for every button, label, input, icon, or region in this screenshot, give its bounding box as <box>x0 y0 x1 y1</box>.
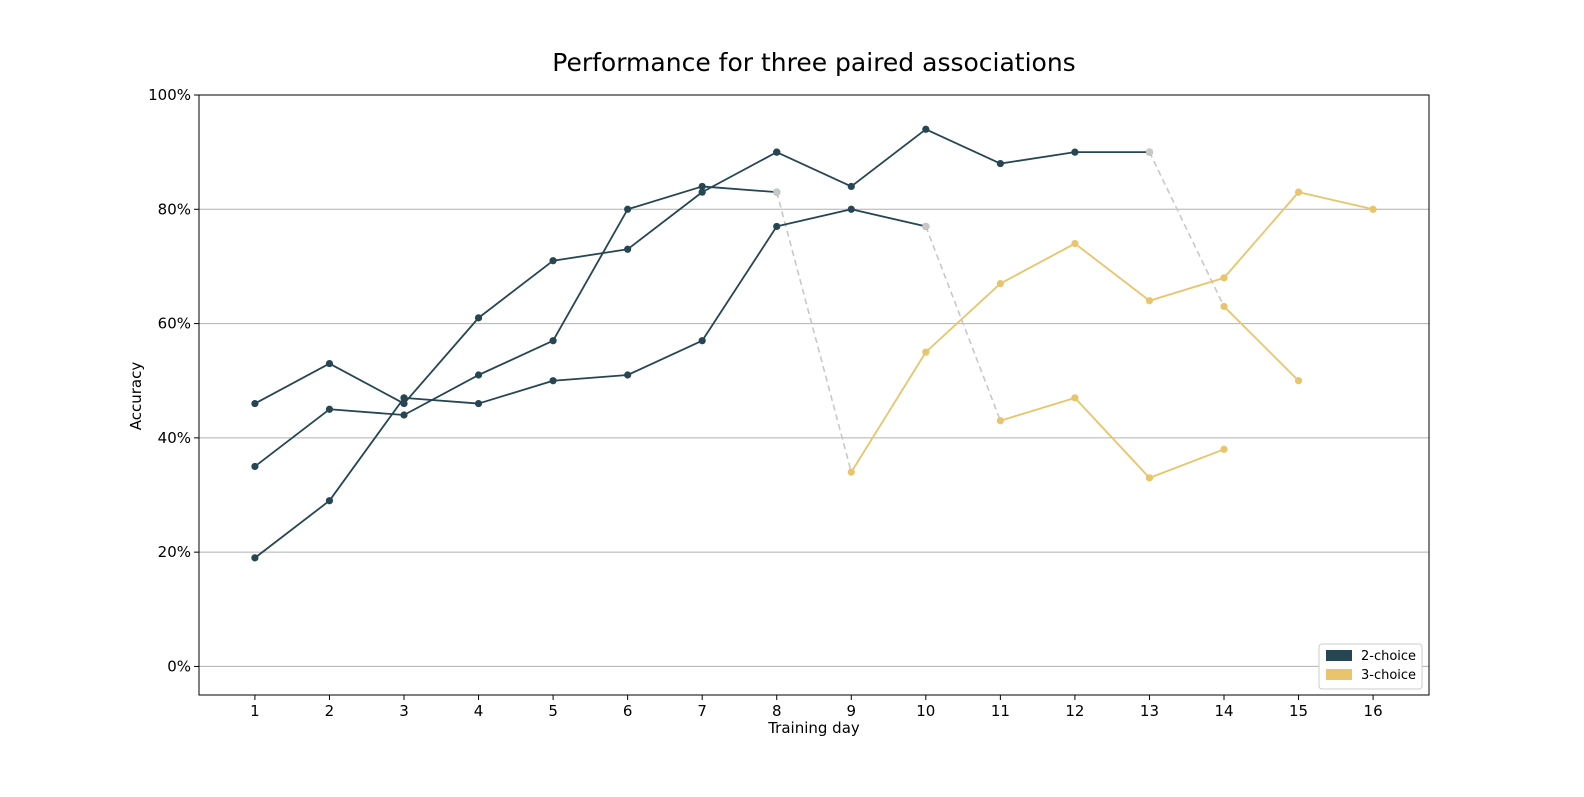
y-tick-label-3: 60% <box>158 315 191 333</box>
y-tick-label-2: 40% <box>158 429 191 447</box>
series-0-point-3 <box>474 314 483 322</box>
series-1-point-1 <box>325 405 334 413</box>
series-3-point-3 <box>996 159 1004 168</box>
series-5-point-2 <box>1145 474 1154 482</box>
legend-label-3-choice: 3-choice <box>1361 668 1416 683</box>
series-3-point-2 <box>922 125 930 133</box>
series-lines <box>254 128 1374 559</box>
legend: 2-choice 3-choice <box>1318 643 1423 690</box>
y-tick-label-0: 0% <box>167 657 191 675</box>
series-2-point-5 <box>624 371 632 379</box>
x-tick-label-15: 16 <box>1364 702 1383 720</box>
y-tick-label-4: 80% <box>158 200 191 218</box>
series-2-point-1 <box>325 497 334 505</box>
transition-line-1 <box>925 226 1002 422</box>
series-line-4 <box>850 191 1374 473</box>
x-tick-label-3: 4 <box>474 702 484 720</box>
legend-swatch-3-choice <box>1326 669 1352 680</box>
series-5-point-0 <box>996 417 1004 425</box>
x-tick-label-2: 3 <box>399 702 409 720</box>
series-2-point-8 <box>847 205 855 213</box>
series-markers <box>251 125 1377 562</box>
x-axis-label: Training day <box>767 719 860 737</box>
series-2-point-3 <box>474 399 483 408</box>
series-1-point-2 <box>400 411 408 419</box>
series-2-point-7 <box>773 222 781 231</box>
series-4-point-6 <box>1294 188 1303 196</box>
series-0-point-4 <box>549 257 557 265</box>
series-4-point-7 <box>1369 205 1377 213</box>
x-tick-label-1: 2 <box>325 702 335 720</box>
series-6-point-1 <box>1294 377 1303 385</box>
series-0-point-0 <box>251 399 259 408</box>
grid-lines <box>199 94 1429 667</box>
y-tick-label-5: 100% <box>148 86 191 104</box>
series-line-6 <box>1223 305 1300 382</box>
series-2-point-2 <box>400 394 408 402</box>
series-0-point-5 <box>624 245 632 253</box>
series-1-point-0 <box>251 462 259 471</box>
series-3-point-1 <box>847 182 855 191</box>
series-0-point-6 <box>698 188 706 196</box>
series-0-point-2 <box>400 399 408 408</box>
y-axis-ticks: 0% 20% 40% 60% 80% 100% <box>148 86 199 675</box>
series-2-point-6 <box>698 337 706 345</box>
x-tick-label-12: 13 <box>1140 702 1159 720</box>
series-line-0 <box>254 151 778 405</box>
series-0-point-1 <box>325 359 334 368</box>
transition-lines <box>775 151 1225 473</box>
x-tick-label-10: 11 <box>991 702 1010 720</box>
x-tick-label-4: 5 <box>548 702 558 720</box>
x-tick-label-13: 14 <box>1214 702 1233 720</box>
series-1-point-3 <box>474 371 483 379</box>
x-tick-label-7: 8 <box>772 702 782 720</box>
plot-frame <box>198 94 1430 696</box>
transition-line-0 <box>775 191 853 473</box>
series-2-point-0 <box>251 554 259 562</box>
transition-line-2 <box>1148 151 1225 307</box>
transition-point-1 <box>922 222 930 231</box>
series-4-point-2 <box>996 279 1004 288</box>
series-4-point-1 <box>922 348 930 356</box>
y-axis-label: Accuracy <box>127 362 145 431</box>
x-tick-label-11: 12 <box>1065 702 1084 720</box>
series-5-point-3 <box>1220 445 1228 453</box>
chart-title: Performance for three paired association… <box>552 48 1075 77</box>
series-4-point-5 <box>1220 274 1228 282</box>
series-4-point-4 <box>1145 297 1154 305</box>
series-5-point-1 <box>1071 394 1079 402</box>
series-1-point-6 <box>698 182 706 191</box>
x-tick-label-6: 7 <box>697 702 707 720</box>
x-tick-label-14: 15 <box>1289 702 1308 720</box>
x-axis-ticks: 1 2 3 4 5 6 7 8 9 10 11 12 13 14 15 16 <box>250 695 1383 720</box>
series-4-point-0 <box>847 468 855 476</box>
transition-point-2 <box>1145 148 1154 156</box>
x-tick-label-8: 9 <box>846 702 856 720</box>
legend-swatch-2-choice <box>1326 650 1352 661</box>
series-1-point-4 <box>549 337 557 345</box>
series-3-point-0 <box>773 148 781 156</box>
series-1-point-5 <box>624 205 632 213</box>
series-3-point-4 <box>1071 148 1079 156</box>
series-line-2 <box>254 208 927 559</box>
x-tick-label-9: 10 <box>916 702 935 720</box>
series-line-1 <box>254 185 777 468</box>
series-line-3 <box>776 128 1150 188</box>
x-tick-label-0: 1 <box>250 702 260 720</box>
series-4-point-3 <box>1071 239 1079 248</box>
series-6-point-0 <box>1220 302 1228 311</box>
transition-point-0 <box>773 188 781 196</box>
y-tick-label-1: 20% <box>158 543 191 561</box>
x-tick-label-5: 6 <box>623 702 633 720</box>
series-2-point-4 <box>549 377 557 385</box>
legend-label-2-choice: 2-choice <box>1361 649 1416 664</box>
series-line-5 <box>1000 396 1225 479</box>
